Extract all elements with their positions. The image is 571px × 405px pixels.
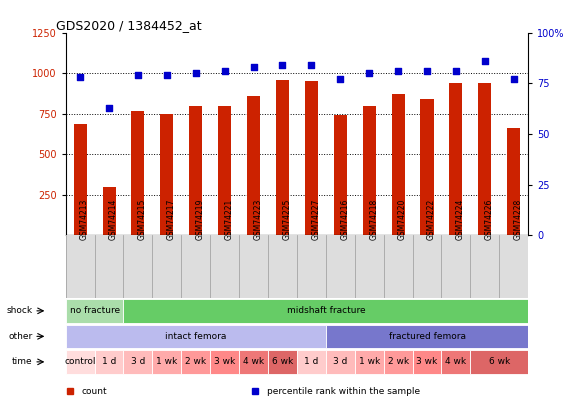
Point — [307, 62, 316, 68]
Point — [75, 74, 85, 81]
Bar — [152, 350, 182, 373]
Text: time: time — [12, 357, 33, 367]
Point — [134, 72, 143, 79]
Text: 1 d: 1 d — [102, 357, 116, 367]
Bar — [218, 106, 231, 235]
Text: 3 wk: 3 wk — [214, 357, 235, 367]
Text: control: control — [65, 357, 96, 367]
Text: GSM74226: GSM74226 — [485, 199, 494, 240]
Point — [162, 72, 171, 79]
Point — [365, 70, 374, 77]
Text: 3 wk: 3 wk — [416, 357, 437, 367]
Bar — [160, 114, 174, 235]
Bar — [478, 83, 491, 235]
Text: GSM74222: GSM74222 — [427, 199, 436, 240]
Bar — [392, 94, 405, 235]
Bar — [103, 187, 115, 235]
Bar — [413, 350, 441, 373]
Bar — [355, 350, 384, 373]
Text: GSM74221: GSM74221 — [224, 199, 234, 240]
Text: 6 wk: 6 wk — [272, 357, 293, 367]
Bar — [420, 99, 433, 235]
Bar — [66, 299, 123, 322]
Text: 4 wk: 4 wk — [243, 357, 264, 367]
Text: GSM74225: GSM74225 — [283, 199, 291, 240]
Text: GDS2020 / 1384452_at: GDS2020 / 1384452_at — [57, 19, 202, 32]
Text: 2 wk: 2 wk — [388, 357, 409, 367]
Bar — [189, 106, 202, 235]
Text: GSM74215: GSM74215 — [138, 199, 147, 240]
Bar — [247, 96, 260, 235]
Bar — [449, 83, 463, 235]
Text: 6 wk: 6 wk — [489, 357, 510, 367]
Bar — [95, 350, 123, 373]
Bar — [66, 325, 326, 348]
Text: GSM74228: GSM74228 — [514, 199, 522, 240]
Text: midshaft fracture: midshaft fracture — [287, 306, 365, 315]
Text: GSM74219: GSM74219 — [196, 199, 205, 240]
Text: 3 d: 3 d — [333, 357, 348, 367]
Text: GSM74217: GSM74217 — [167, 199, 176, 240]
Point — [220, 68, 229, 75]
Text: 3 d: 3 d — [131, 357, 145, 367]
Text: count: count — [82, 387, 107, 396]
Text: GSM74220: GSM74220 — [398, 199, 407, 240]
Bar — [66, 350, 95, 373]
Bar — [441, 350, 471, 373]
Text: GSM74224: GSM74224 — [456, 199, 465, 240]
Bar — [268, 350, 297, 373]
Text: GSM74218: GSM74218 — [369, 199, 378, 240]
Text: other: other — [9, 332, 33, 341]
Bar — [305, 81, 318, 235]
Point — [509, 76, 518, 83]
Text: intact femora: intact femora — [165, 332, 227, 341]
Bar — [123, 299, 528, 322]
Text: 1 d: 1 d — [304, 357, 319, 367]
Text: shock: shock — [7, 306, 33, 315]
Point — [104, 104, 114, 111]
Text: no fracture: no fracture — [70, 306, 120, 315]
Bar — [210, 350, 239, 373]
Bar — [326, 325, 528, 348]
Text: GSM74223: GSM74223 — [254, 199, 263, 240]
Text: 4 wk: 4 wk — [445, 357, 467, 367]
Point — [393, 68, 403, 75]
Text: GSM74214: GSM74214 — [109, 199, 118, 240]
Point — [249, 64, 258, 70]
Text: fractured femora: fractured femora — [388, 332, 465, 341]
Bar — [239, 350, 268, 373]
Bar — [74, 124, 87, 235]
Bar — [182, 350, 210, 373]
Point — [480, 58, 489, 64]
Bar — [384, 350, 413, 373]
Bar — [334, 115, 347, 235]
Text: GSM74227: GSM74227 — [311, 199, 320, 240]
Bar — [276, 80, 289, 235]
Point — [191, 70, 200, 77]
Text: 1 wk: 1 wk — [156, 357, 178, 367]
Bar — [131, 111, 144, 235]
Text: percentile rank within the sample: percentile rank within the sample — [267, 387, 420, 396]
Text: 1 wk: 1 wk — [359, 357, 380, 367]
Point — [451, 68, 460, 75]
Point — [336, 76, 345, 83]
Bar — [297, 350, 326, 373]
Text: 2 wk: 2 wk — [185, 357, 206, 367]
Bar — [363, 106, 376, 235]
Text: GSM74216: GSM74216 — [340, 199, 349, 240]
Text: GSM74213: GSM74213 — [80, 199, 89, 240]
Bar — [471, 350, 528, 373]
Bar — [507, 128, 520, 235]
Bar — [326, 350, 355, 373]
Point — [423, 68, 432, 75]
Point — [278, 62, 287, 68]
Bar — [123, 350, 152, 373]
